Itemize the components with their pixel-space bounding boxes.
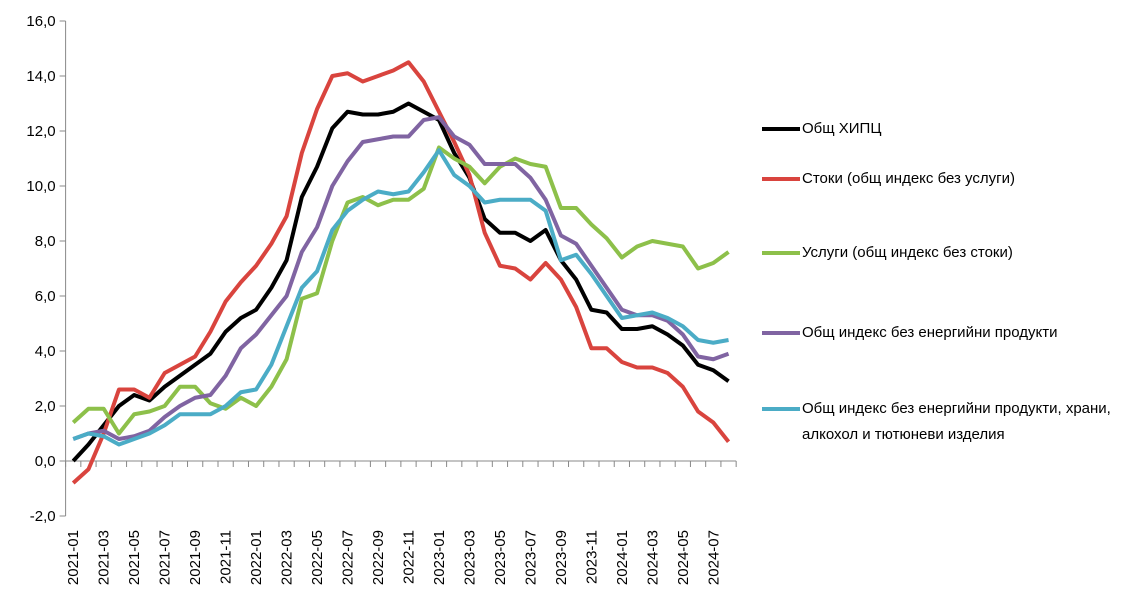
series-line xyxy=(71,60,731,485)
x-tick-label: 2024-03 xyxy=(644,530,661,585)
y-tick-label: 8,0 xyxy=(35,233,56,250)
legend-entry: Стоки (общ индекс без услуги) xyxy=(762,166,1122,192)
series-line xyxy=(71,101,730,463)
x-tick-label: 2024-01 xyxy=(614,530,631,585)
x-tick-label: 2021-05 xyxy=(126,530,143,585)
y-tick-label: 0,0 xyxy=(35,453,56,470)
x-tick-label: 2021-11 xyxy=(218,530,235,584)
x-tick-label: 2021-07 xyxy=(157,530,174,585)
x-tick-label: 2022-11 xyxy=(401,530,418,584)
y-tick-label: 10,0 xyxy=(26,178,55,195)
x-tick-label: 2023-05 xyxy=(492,530,509,585)
x-tick-label: 2024-05 xyxy=(675,530,692,585)
legend-label: Стоки (общ индекс без услуги) xyxy=(802,170,1015,187)
y-tick-label: 6,0 xyxy=(35,288,56,305)
y-tick-label: 16,0 xyxy=(26,13,55,30)
x-tick-label: 2021-01 xyxy=(65,530,82,585)
series-line xyxy=(72,115,730,441)
x-tick-label: 2022-05 xyxy=(309,530,326,585)
legend-swatch xyxy=(762,331,800,335)
x-tick-label: 2022-03 xyxy=(279,530,296,585)
legend-swatch xyxy=(762,127,800,131)
legend-swatch xyxy=(762,251,800,255)
x-tick-label: 2024-07 xyxy=(705,530,722,585)
y-tick-label: 4,0 xyxy=(35,343,56,360)
series-line xyxy=(72,148,729,447)
legend-entry: Общ индекс без енергийни продукти, храни… xyxy=(762,396,1122,448)
x-tick-label: 2022-09 xyxy=(370,530,387,585)
legend-entry: Услуги (общ индекс без стоки) xyxy=(762,240,1122,266)
x-tick-label: 2021-09 xyxy=(187,530,204,585)
legend-label: Услуги (общ индекс без стоки) xyxy=(802,244,1013,261)
y-tick-label: -2,0 xyxy=(30,508,56,525)
x-tick-label: 2022-07 xyxy=(340,530,357,585)
x-tick-label: 2022-01 xyxy=(248,530,265,585)
x-tick-label: 2023-03 xyxy=(461,530,478,585)
x-tick-label: 2023-01 xyxy=(431,530,448,585)
y-tick-label: 12,0 xyxy=(26,123,55,140)
legend-label: Общ индекс без енергийни продукти, храни… xyxy=(802,400,1111,443)
series-line xyxy=(71,145,730,436)
y-tick-label: 14,0 xyxy=(26,68,55,85)
legend-entry: Общ ХИПЦ xyxy=(762,116,1122,142)
legend-label: Общ ХИПЦ xyxy=(802,120,882,137)
legend-swatch xyxy=(762,177,800,181)
y-tick-label: 2,0 xyxy=(35,398,56,415)
legend-swatch xyxy=(762,407,800,411)
x-tick-label: 2023-07 xyxy=(522,530,539,585)
legend-label: Общ индекс без енергийни продукти xyxy=(802,324,1058,341)
x-tick-label: 2023-09 xyxy=(553,530,570,585)
x-tick-label: 2021-03 xyxy=(96,530,113,585)
x-tick-label: 2023-11 xyxy=(583,530,600,584)
legend-entry: Общ индекс без енергийни продукти xyxy=(762,320,1122,346)
